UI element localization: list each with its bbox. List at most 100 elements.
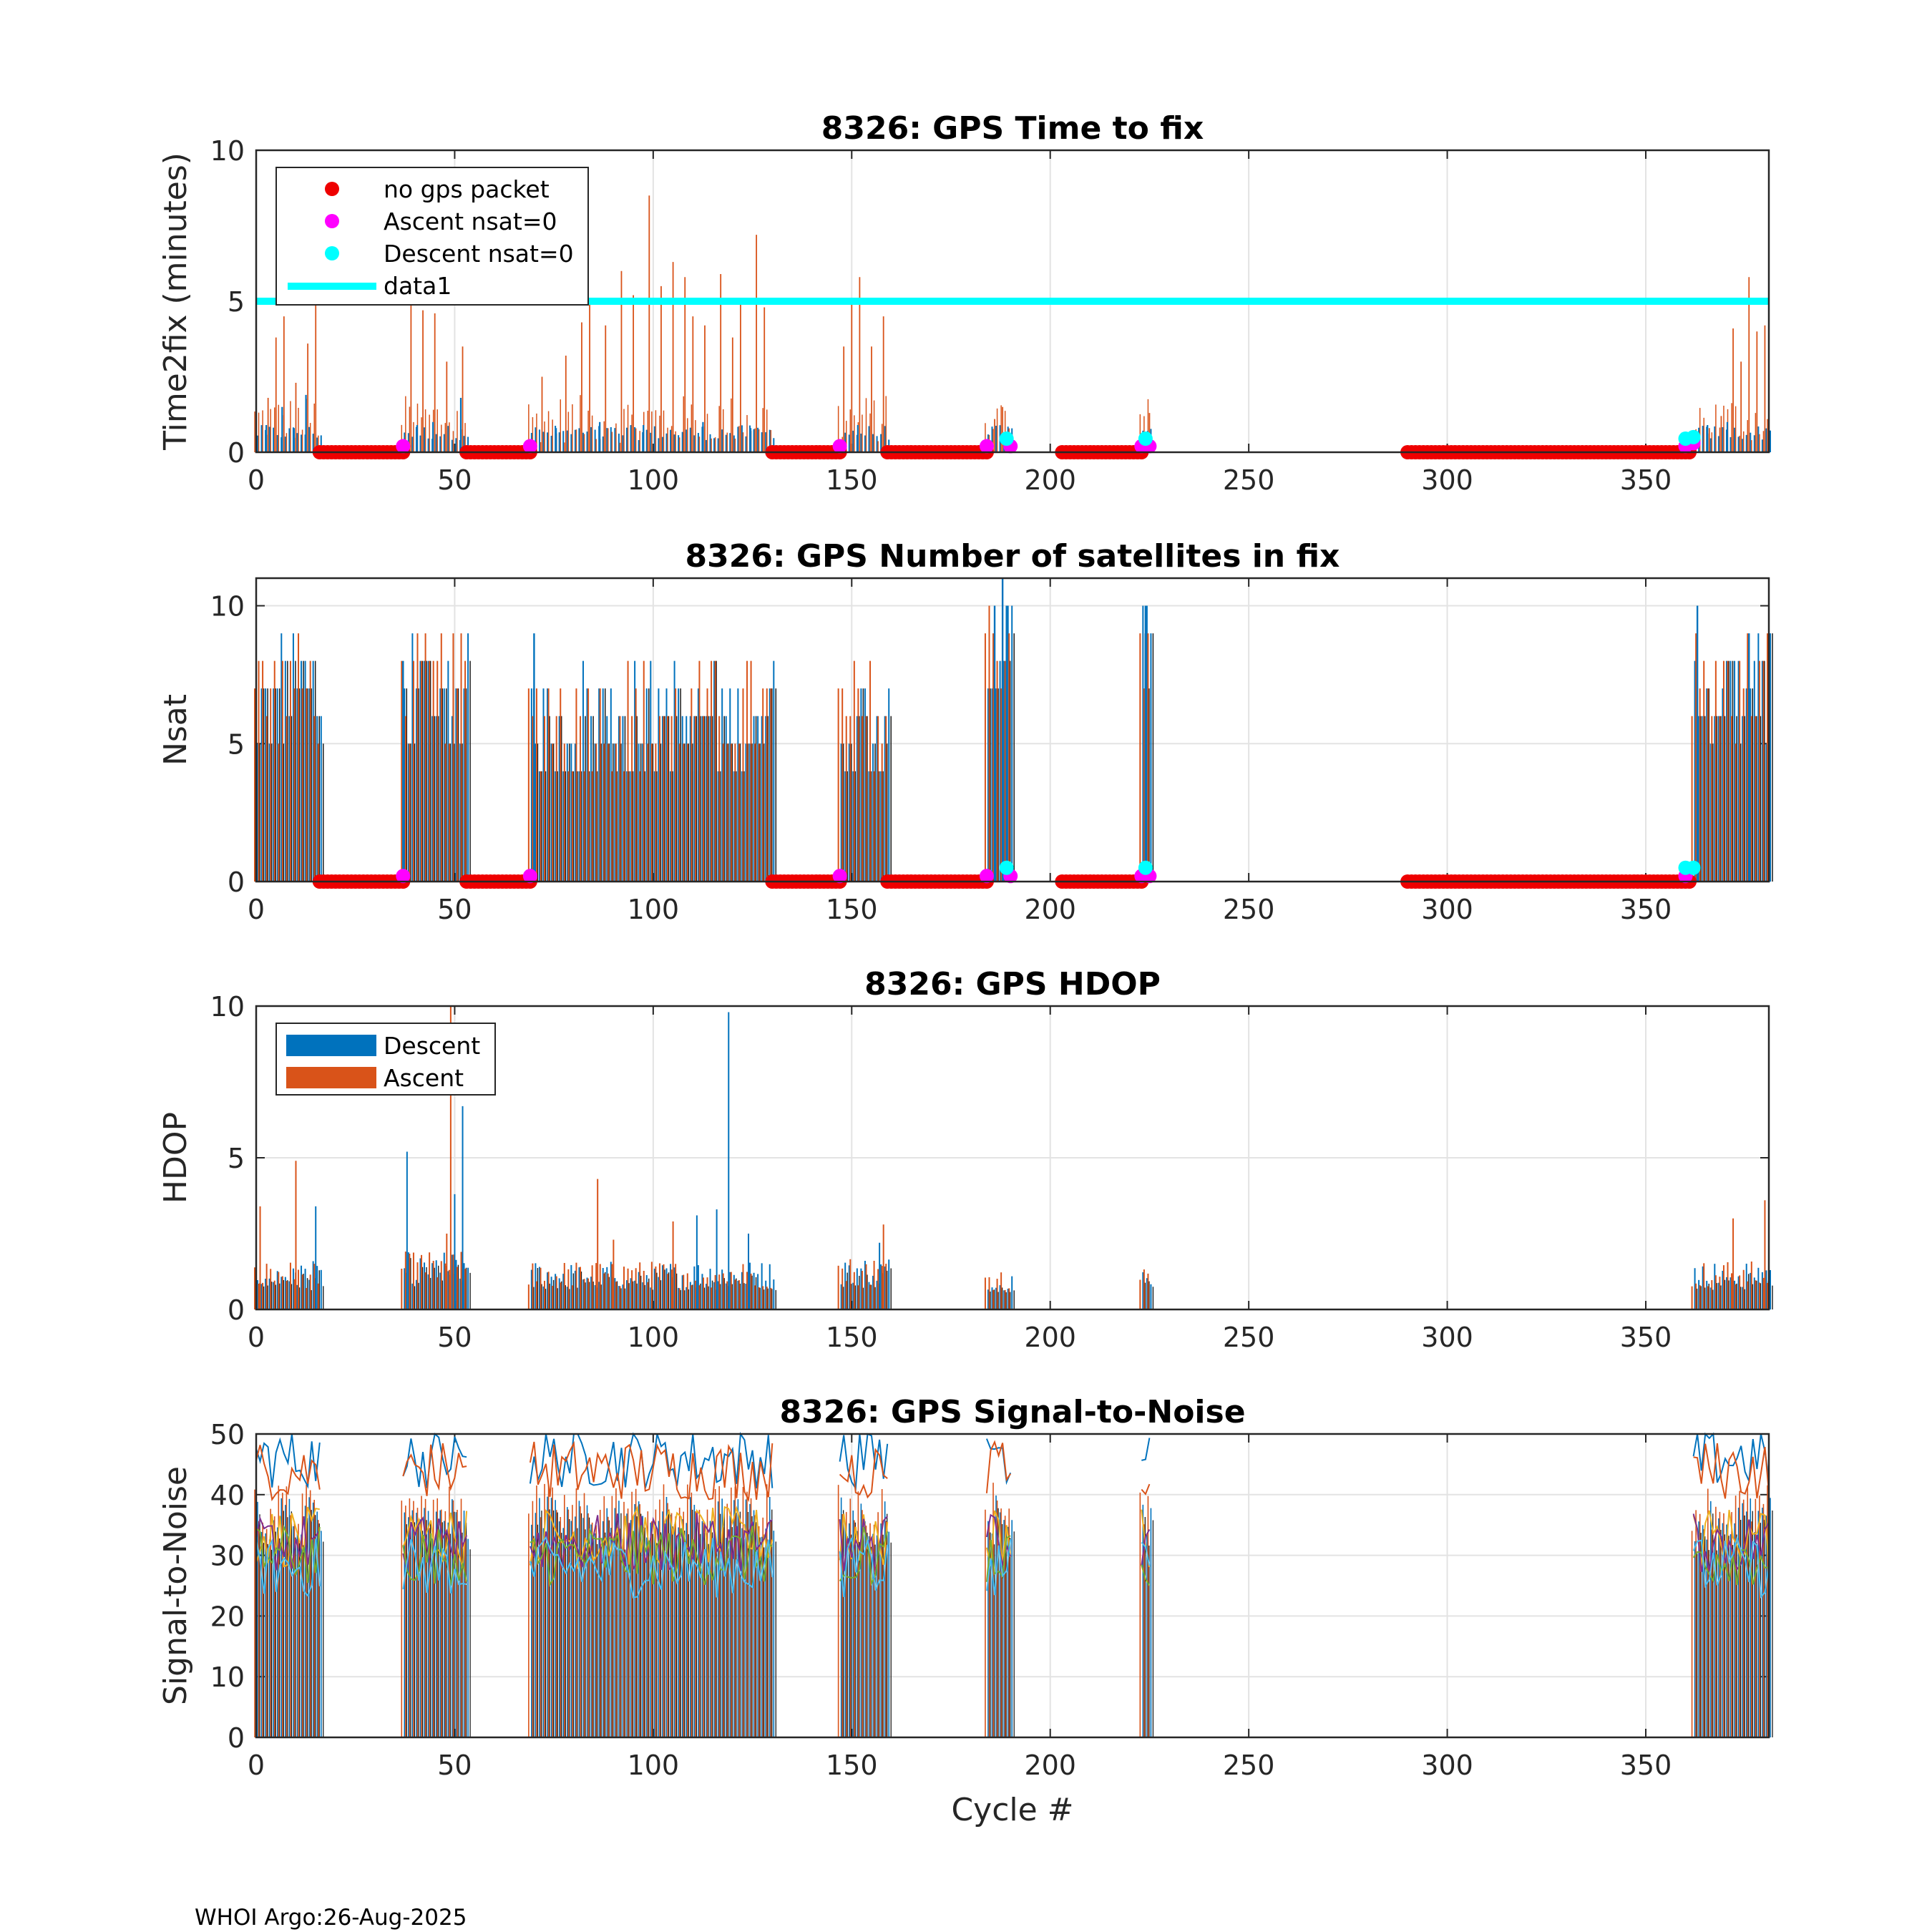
x-tick-label: 0 <box>248 1322 265 1353</box>
y-axis-label: Signal-to-Noise <box>157 1466 194 1705</box>
y-axis-label: Time2fix (minutes) <box>157 152 194 451</box>
snr-series-line <box>1692 1513 1770 1572</box>
y-tick-label: 10 <box>210 991 245 1023</box>
time-to-fix-panel: 0 50 100 150 200 250 300 350 0 5 10 8326: GPS Time … <box>157 110 1771 496</box>
legend: Descent Ascent <box>275 1023 496 1096</box>
y-tick-label: 10 <box>210 135 245 167</box>
y-tick-label: 10 <box>210 591 245 623</box>
legend-label: data1 <box>384 272 452 300</box>
snr-series-line <box>529 1440 774 1503</box>
x-tick-label: 250 <box>1223 1322 1275 1353</box>
snr-series-line <box>985 1510 1012 1566</box>
descent-nsat0-marker <box>999 431 1014 447</box>
ascent-nsat0-marker <box>832 439 847 454</box>
ascent-nsat0-marker <box>979 439 994 454</box>
snr-series-line <box>255 1433 321 1489</box>
x-tick-label: 100 <box>628 894 680 925</box>
ascent-nsat0-marker <box>522 869 537 884</box>
panel-title: 8326: GPS Number of satellites in fix <box>686 538 1340 575</box>
x-tick-label: 200 <box>1024 894 1076 925</box>
x-tick-label: 250 <box>1223 894 1275 925</box>
snr-series-line <box>985 1535 1011 1582</box>
snr-panel: 0 50 100 150 200 250 300 350 0 10 20 30 40 50 8326: GP… <box>157 1394 1773 1828</box>
x-tick-label: 300 <box>1421 894 1473 925</box>
y-tick-label: 20 <box>210 1601 245 1632</box>
descent-nsat0-marker <box>1138 860 1153 875</box>
descent-nsat0-marker <box>1686 860 1701 875</box>
y-tick-label: 5 <box>228 728 245 760</box>
y-axis-label: Nsat <box>157 694 194 766</box>
y-tick-label: 0 <box>228 867 245 898</box>
snr-series-line <box>839 1526 889 1586</box>
x-tick-label: 350 <box>1620 1322 1672 1353</box>
x-tick-label: 50 <box>437 894 472 925</box>
legend-descent-nsat0-marker <box>325 246 339 260</box>
x-tick-label: 150 <box>826 1322 878 1353</box>
snr-series-line <box>839 1537 889 1597</box>
snr-series-line <box>1692 1549 1770 1586</box>
x-tick-label: 0 <box>248 894 265 925</box>
snr-series-line <box>985 1539 1012 1596</box>
y-tick-label: 50 <box>210 1419 245 1450</box>
snr-series-line <box>402 1529 468 1586</box>
y-axis-label: HDOP <box>157 1112 194 1204</box>
y-tick-label: 30 <box>210 1541 245 1572</box>
snr-series-line <box>1141 1483 1151 1496</box>
legend-label: Descent <box>384 1032 480 1060</box>
legend-label: Descent nsat=0 <box>384 240 574 268</box>
y-tick-label: 0 <box>228 1722 245 1754</box>
x-tick-label: 250 <box>1223 1750 1275 1781</box>
snr-series-line <box>402 1539 467 1594</box>
snr-series-line <box>1141 1541 1151 1566</box>
snr-series-line <box>1692 1510 1770 1567</box>
legend-label: Ascent <box>384 1064 464 1092</box>
legend-no-gps-marker <box>325 182 339 196</box>
ascent-nsat0-marker <box>979 869 994 884</box>
legend-label: no gps packet <box>384 175 550 203</box>
snr-series-line <box>839 1448 888 1499</box>
x-tick-label: 50 <box>437 1750 472 1781</box>
snr-series-line <box>255 1445 321 1502</box>
x-tick-label: 0 <box>248 464 265 496</box>
snr-series-line <box>402 1443 467 1496</box>
snr-series-line <box>1141 1564 1151 1586</box>
x-tick-label: 350 <box>1620 1750 1672 1781</box>
axes-box <box>255 149 1770 454</box>
nsat-panel: 0 50 100 150 200 250 300 350 0 5 10 8326: GPS Numbe… <box>157 538 1773 925</box>
ascent-nsat0-marker <box>396 439 411 454</box>
snr-series-line <box>839 1433 889 1491</box>
legend-ascent-nsat0-marker <box>325 214 339 228</box>
descent-nsat0-marker <box>999 860 1014 875</box>
x-tick-label: 200 <box>1024 1750 1076 1781</box>
snr-series-line <box>255 1538 321 1597</box>
x-tick-label: 150 <box>826 1750 878 1781</box>
y-tick-label: 10 <box>210 1662 245 1693</box>
y-tick-label: 5 <box>228 286 245 318</box>
x-axis-label: Cycle # <box>951 1792 1073 1828</box>
x-tick-label: 350 <box>1620 894 1672 925</box>
y-tick-label: 5 <box>228 1143 245 1174</box>
axes-box <box>255 1433 1770 1739</box>
snr-series-line <box>402 1516 468 1572</box>
x-tick-label: 350 <box>1620 464 1672 496</box>
legend-label: Ascent nsat=0 <box>384 208 557 235</box>
snr-series-line <box>985 1513 1012 1566</box>
snr-series-line <box>530 1525 773 1587</box>
snr-series-line <box>1141 1529 1151 1566</box>
hdop-panel: 0 50 100 150 200 250 300 350 0 5 10 8326: GPS HDOP H… <box>157 966 1773 1353</box>
ascent-nsat0-marker <box>832 869 847 884</box>
descent-nsat0-marker <box>1138 431 1153 447</box>
ascent-nsat0-marker <box>396 869 411 884</box>
x-tick-label: 150 <box>826 464 878 496</box>
x-tick-label: 50 <box>437 1322 472 1353</box>
legend-ascent-swatch <box>286 1067 376 1088</box>
x-tick-label: 300 <box>1421 464 1473 496</box>
ascent-nsat0-marker <box>522 439 537 454</box>
descent-nsat0-marker <box>1686 429 1701 444</box>
snr-series-line <box>529 1432 774 1489</box>
y-tick-label: 0 <box>228 437 245 469</box>
x-tick-label: 50 <box>437 464 472 496</box>
snr-series-line <box>529 1513 773 1574</box>
snr-series-line <box>1692 1536 1770 1599</box>
